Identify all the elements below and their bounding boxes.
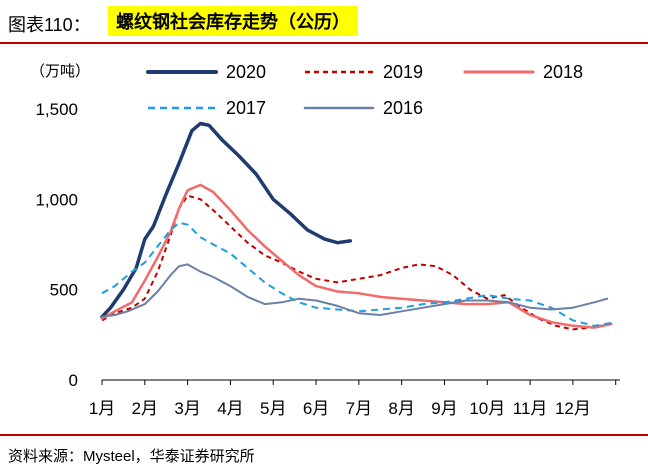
x-tick-label: 9月 xyxy=(431,399,457,418)
legend: 2020 2019 2018 2017 2016 xyxy=(146,62,583,118)
top-divider xyxy=(0,42,648,44)
series-line-2018 xyxy=(100,183,613,329)
x-tick-label: 7月 xyxy=(346,399,372,418)
bottom-divider xyxy=(0,434,648,436)
legend-label-2016: 2016 xyxy=(383,98,423,118)
series-line-2020 xyxy=(100,121,353,319)
y-axis-ticks: 0 500 1,000 1,500 xyxy=(35,100,78,390)
y-tick-label: 1,500 xyxy=(35,100,78,119)
chart-title-text: 螺纹钢社会库存走势（公历） xyxy=(116,12,350,32)
x-tick-label: 1月 xyxy=(89,399,115,418)
x-tick-label: 3月 xyxy=(174,399,200,418)
x-tick-label: 4月 xyxy=(217,399,243,418)
x-tick-label: 6月 xyxy=(303,399,329,418)
figure-label: 图表110： xyxy=(8,15,91,35)
x-tick-label: 11月 xyxy=(513,399,548,418)
series-lines xyxy=(100,121,616,331)
x-axis-ticks: 1月 2月 3月 4月 5月 6月 7月 8月 9月 10月 11月 12月 xyxy=(89,380,617,418)
y-tick-label: 0 xyxy=(69,371,78,390)
x-tick-label: 10月 xyxy=(469,399,505,418)
x-tick-label: 12月 xyxy=(555,399,591,418)
chart-title: 螺纹钢社会库存走势（公历） xyxy=(108,6,358,36)
x-tick-label: 5月 xyxy=(260,399,286,418)
legend-label-2020: 2020 xyxy=(226,62,266,82)
series-line-2016 xyxy=(101,263,609,318)
series-line-2017 xyxy=(101,221,616,327)
legend-label-2018: 2018 xyxy=(543,62,583,82)
x-tick-label: 8月 xyxy=(388,399,414,418)
series-line-2019 xyxy=(101,194,612,331)
header: 图表110： 螺纹钢社会库存走势（公历） xyxy=(0,0,648,44)
legend-label-2017: 2017 xyxy=(226,98,266,118)
y-tick-label: 500 xyxy=(50,281,78,300)
line-chart: 2020 2019 2018 2017 2016 （万吨） 0 500 1,000 1,500… xyxy=(30,62,620,418)
x-tick-label: 2月 xyxy=(132,399,158,418)
y-tick-label: 1,000 xyxy=(35,190,78,209)
legend-label-2019: 2019 xyxy=(383,62,423,82)
y-axis-unit: （万吨） xyxy=(30,63,90,80)
source-note: 资料来源：Mysteel，华泰证券研究所 xyxy=(8,448,255,465)
